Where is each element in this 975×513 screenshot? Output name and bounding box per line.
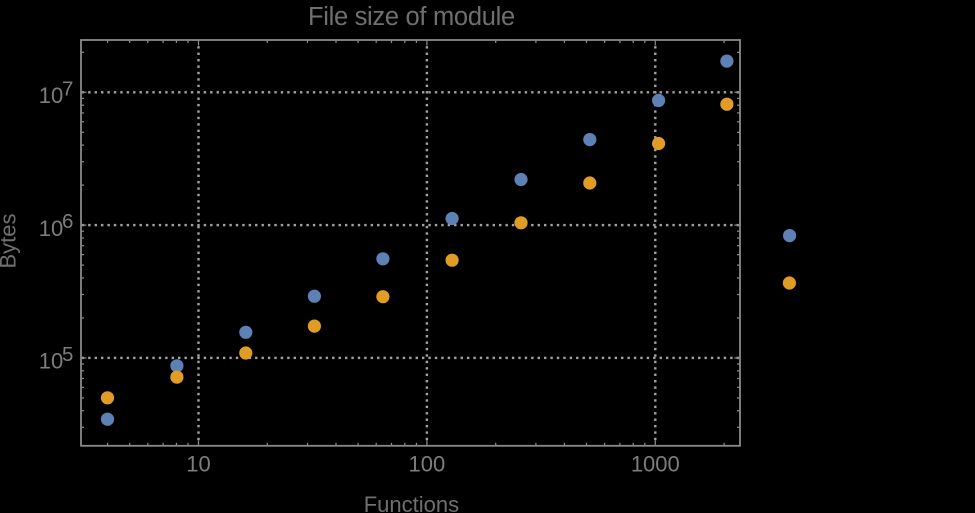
- svg-text:1000: 1000: [631, 452, 680, 477]
- svg-text:Functions: Functions: [364, 492, 459, 513]
- svg-text:10: 10: [186, 452, 210, 477]
- svg-text:File size of module: File size of module: [308, 3, 515, 31]
- svg-text:Bytes: Bytes: [0, 213, 21, 268]
- svg-text:100: 100: [409, 452, 446, 477]
